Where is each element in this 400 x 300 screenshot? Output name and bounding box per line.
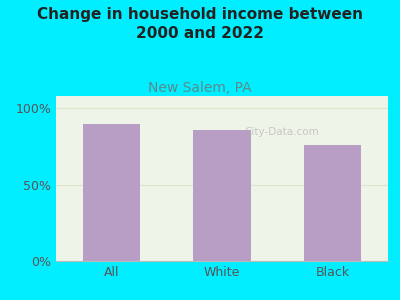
Text: New Salem, PA: New Salem, PA xyxy=(148,81,252,95)
Text: Change in household income between
2000 and 2022: Change in household income between 2000 … xyxy=(37,8,363,41)
Text: City-Data.com: City-Data.com xyxy=(244,127,319,137)
Bar xyxy=(193,130,251,261)
Bar xyxy=(82,124,140,261)
Bar xyxy=(304,145,362,261)
